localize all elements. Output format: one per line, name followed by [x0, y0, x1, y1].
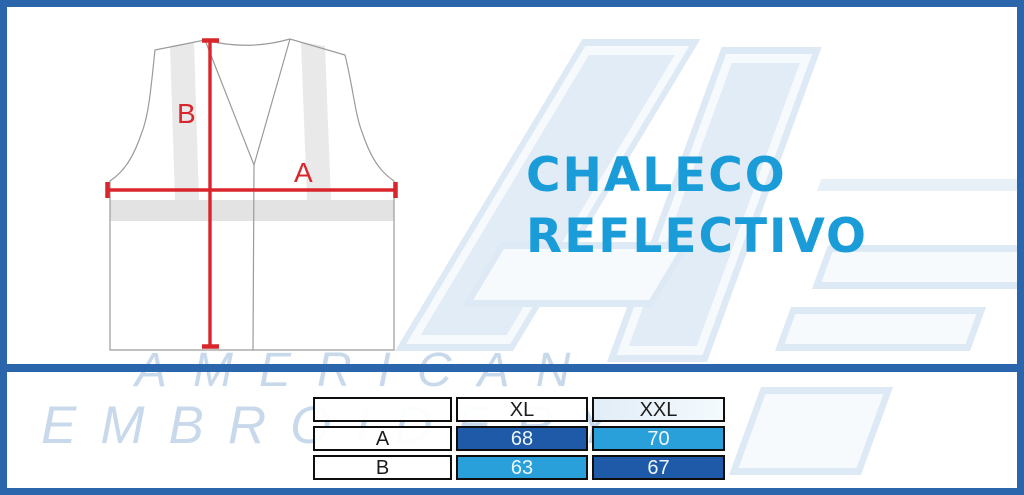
- size-table-value-b-xl: 63: [456, 455, 588, 480]
- vest-center-front-line: [252, 164, 255, 351]
- size-table-header-xxl: XXL: [592, 397, 725, 422]
- product-title-line2: REFLECTIVO: [526, 209, 869, 264]
- section-divider: [7, 364, 1017, 372]
- watermark-e-bar-middle-cut: [784, 314, 977, 344]
- product-title-line1: CHALECO: [526, 148, 787, 203]
- watermark-e-bar-middle: [775, 307, 987, 351]
- size-table: XL XXL A 68 70 B 63 67: [313, 397, 725, 480]
- measure-label-b: B: [177, 98, 196, 129]
- vest-measurement-diagram: B A: [105, 38, 398, 351]
- size-table-header-xl: XL: [456, 397, 588, 422]
- size-table-row-a-label: A: [313, 426, 452, 451]
- size-table-corner-cell: [313, 397, 452, 422]
- size-table-value-a-xl: 68: [456, 426, 588, 451]
- product-title: CHALECO REFLECTIVO: [526, 145, 868, 267]
- size-table-value-b-xxl: 67: [592, 455, 725, 480]
- vest-left-reflective-stripe: [170, 42, 199, 200]
- measurement-lines: [105, 38, 398, 349]
- vest-right-reflective-stripe: [301, 42, 331, 200]
- vest-outline: [109, 38, 395, 351]
- watermark-e-bar-bottom: [729, 387, 894, 475]
- vest-waist-reflective-band: [110, 200, 394, 221]
- size-table-row-b-label: B: [313, 455, 452, 480]
- measure-label-a: A: [294, 157, 313, 188]
- vest-vneck-lines: [204, 38, 291, 167]
- watermark-e-bar-bottom-cut: [738, 394, 884, 468]
- size-table-value-a-xxl: 70: [592, 426, 725, 451]
